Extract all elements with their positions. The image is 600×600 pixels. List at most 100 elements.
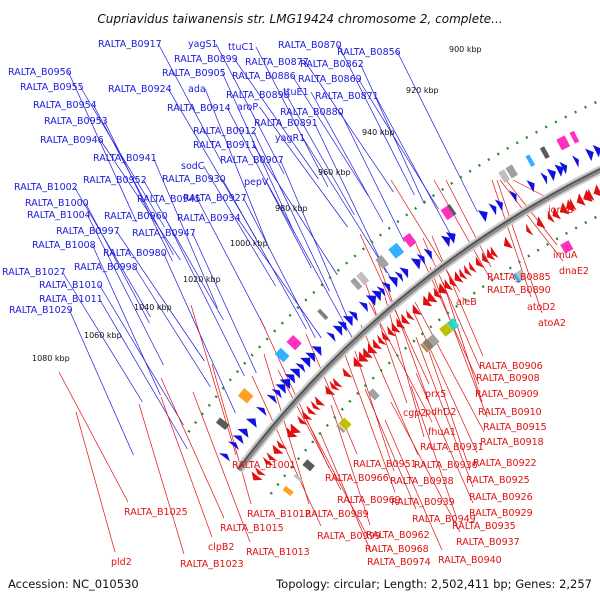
forward-label-connector [158,43,223,165]
forward-gene-label: RALTA_B0953 [44,116,108,127]
forward-gene-arrow [572,155,579,168]
reverse-gene-arrow [593,184,600,196]
reverse-gene-label: RALTA_B0936 [414,460,478,471]
forward-gene-arrow [440,235,451,248]
forward-label-connector [134,266,211,388]
forward-gene-arrow [365,295,377,306]
forward-gene-arrow [371,290,382,302]
forward-gene-label: RALTA_B0954 [33,100,97,111]
forward-gene-label: RALTA_B1011 [39,294,103,305]
reverse-gene-arrow [454,271,464,283]
reverse-label-connector [390,401,461,533]
reverse-gene-arrow [254,467,266,476]
forward-gene-arrow [423,248,432,260]
reverse-gene-label: aleB [456,297,477,308]
forward-gene-label: RALTA_B0956 [8,67,72,78]
forward-gene-label: RALTA_B0907 [220,155,284,166]
forward-label-connector [99,298,188,450]
reverse-label-connector [138,403,185,555]
topology-text: Topology: circular; Length: 2,502,411 bp… [275,577,592,591]
reverse-label-connector [277,369,342,491]
forward-gene-arrow [546,168,557,181]
reverse-gene-arrow [353,356,364,367]
forward-gene-label: ttuC1 [228,42,254,53]
reverse-gene-label: RALTA_B0939 [391,497,455,508]
reverse-gene-label: RALTA_B0885 [487,272,551,283]
feature-block [539,146,550,160]
forward-gene-arrow [255,406,267,416]
forward-gene-label: aroP [237,102,258,113]
forward-gene-label: RALTA_B0877 [245,57,309,68]
reverse-gene-label: RALTA_B0940 [438,555,502,566]
forward-label-connector [243,197,316,339]
forward-label-connector [69,309,134,456]
reverse-gene-arrow [332,377,343,388]
reverse-gene-arrow [449,275,458,287]
forward-gene-arrow [540,172,548,185]
reverse-gene-label: RALTA_B0935 [452,521,516,532]
forward-gene-arrow [388,276,398,288]
forward-gene-arrow [477,210,488,222]
reverse-gene-label: RALTA_B1013 [246,547,310,558]
reverse-gene-arrow [276,440,288,449]
forward-label-connector [280,159,349,321]
reverse-gene-label: RALTA_B0989 [305,509,369,520]
reverse-gene-label: clpB2 [208,542,234,553]
reverse-gene-arrow [387,326,397,337]
reverse-gene-label: RALTA_B0966 [325,473,389,484]
feature-block [422,338,434,351]
reverse-gene-label: RALTA_B1023 [180,559,244,570]
forward-gene-arrow [227,441,239,451]
reverse-label-connector [424,339,471,471]
forward-label-connector [85,202,150,324]
reverse-gene-arrow [306,405,317,415]
guide-ring [269,213,600,495]
forward-label-connector [222,178,307,330]
reverse-gene-arrow [587,188,595,201]
reverse-gene-arrow [290,423,302,434]
kbp-tick-label: 1020 kbp [183,275,221,284]
reverse-gene-label: pld2 [111,557,132,568]
reverse-gene-arrow [468,261,477,273]
reverse-gene-arrow [536,216,546,229]
gene-labels: 900 kbp 920 kbp 940 kbp 960 kbp 980 kbp 1000 … [2,39,589,570]
reverse-gene-arrow [310,400,321,411]
feature-block [439,323,453,337]
reverse-label-connector [410,385,457,517]
reverse-gene-arrow [342,367,353,378]
reverse-gene-arrow [372,338,383,350]
forward-gene-label: RALTA_B1029 [9,305,73,316]
forward-label-connector [340,111,405,243]
forward-gene-arrow [559,161,568,175]
forward-label-connector [397,51,478,213]
label-connector-lines [58,43,564,555]
reverse-label-connector [305,418,370,540]
reverse-gene-label: pdhD2 [425,407,456,418]
forward-gene-arrow [266,394,277,404]
reverse-label-connector [259,317,330,469]
forward-gene-arrow [289,368,300,379]
forward-label-connector [227,107,312,269]
forward-gene-label: RALTA_B1027 [2,267,66,278]
reverse-gene-label: RALTA_B0938 [390,476,454,487]
reverse-gene-arrow [427,291,438,303]
reverse-gene-label: RALTA_B0931 [420,442,484,453]
kbp-tick-label: 1080 kbp [32,354,70,363]
map-title: Cupriavidus taiwanensis str. LMG19424 ch… [97,12,502,26]
forward-gene-arrow [585,148,594,162]
feature-block [447,203,457,216]
forward-gene-arrow [445,232,456,244]
forward-label-connector [259,106,348,228]
forward-gene-label: sodC [181,161,205,172]
forward-gene-arrow [279,378,291,390]
forward-gene-arrow [554,164,564,177]
reverse-gene-arrow [503,236,513,249]
feature-block [302,459,315,472]
forward-gene-label: RALTA_B0899 [174,54,238,65]
forward-gene-arrow [237,428,249,438]
forward-gene-label: RALTA_B0871 [315,91,379,102]
reverse-gene-label: fhuA1 [428,427,456,438]
reverse-gene-label: RALTA_B0999 [317,531,381,542]
reverse-gene-arrow [301,410,313,420]
reverse-gene-arrow [412,304,422,315]
